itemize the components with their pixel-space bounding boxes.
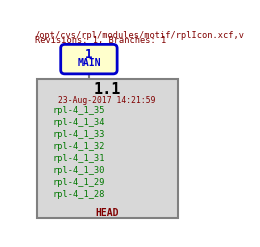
- Text: rpl-4_1_33: rpl-4_1_33: [53, 130, 105, 139]
- Text: 1.1: 1.1: [93, 82, 121, 97]
- FancyBboxPatch shape: [61, 44, 117, 74]
- Text: rpl-4_1_32: rpl-4_1_32: [53, 142, 105, 151]
- Text: rpl-4_1_31: rpl-4_1_31: [53, 154, 105, 163]
- Text: 1: 1: [85, 48, 93, 62]
- Text: HEAD: HEAD: [95, 207, 119, 218]
- Text: rpl-4_1_30: rpl-4_1_30: [53, 166, 105, 175]
- Text: rpl-4_1_28: rpl-4_1_28: [53, 190, 105, 199]
- Text: rpl-4_1_29: rpl-4_1_29: [53, 178, 105, 187]
- Text: MAIN: MAIN: [77, 58, 101, 68]
- Text: /opt/cvs/rpl/modules/motif/rplIcon.xcf,v: /opt/cvs/rpl/modules/motif/rplIcon.xcf,v: [35, 31, 244, 40]
- Text: rpl-4_1_34: rpl-4_1_34: [53, 118, 105, 127]
- Text: Revisions: 1, Branches: 1: Revisions: 1, Branches: 1: [35, 36, 166, 45]
- Text: rpl-4_1_35: rpl-4_1_35: [53, 106, 105, 115]
- Bar: [36, 79, 178, 218]
- Text: 23-Aug-2017 14:21:59: 23-Aug-2017 14:21:59: [58, 97, 156, 105]
